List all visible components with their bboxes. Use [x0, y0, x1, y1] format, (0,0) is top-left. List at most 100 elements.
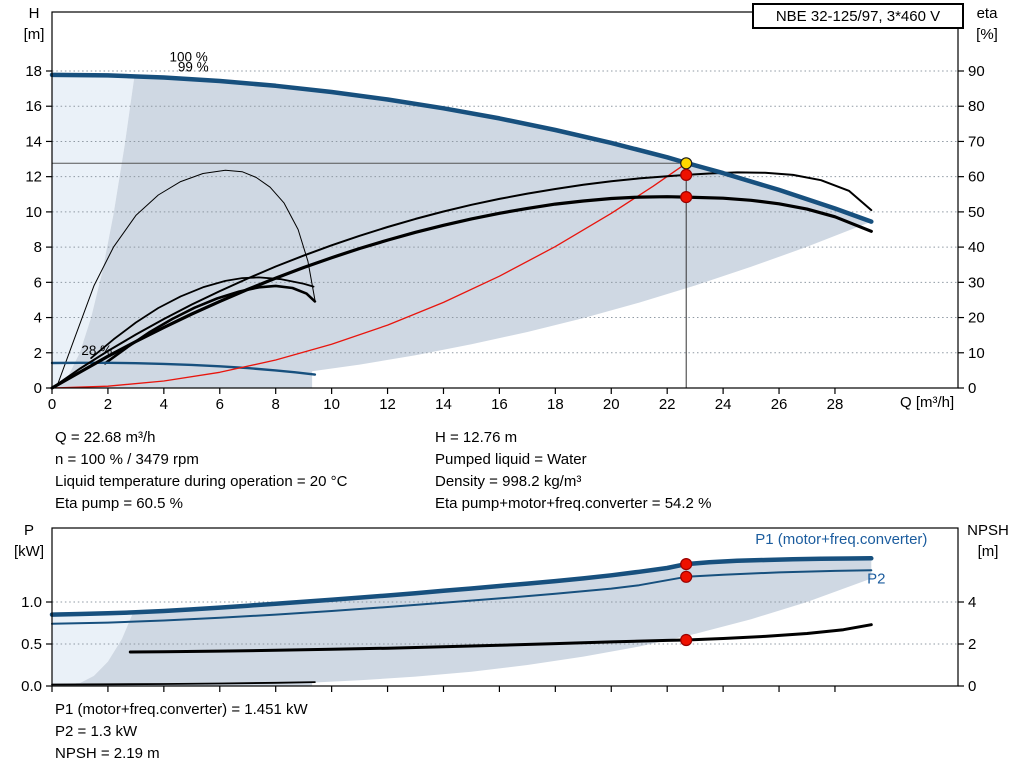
chart-text: 8 [34, 239, 42, 256]
p-axis-label-unit: [kW] [14, 543, 44, 560]
chart-text: 0 [48, 396, 56, 413]
eta-axis-label-symbol: eta [976, 5, 998, 22]
p1-point [680, 557, 693, 571]
eta-small-1-curve [90, 276, 315, 359]
power-chart: 0.0 0.5 1.0 0 2 4 P1 (motor+freq.converter) P2 [21, 527, 976, 695]
chart-text: 28 % [81, 343, 112, 358]
qh-100-curve [49, 72, 874, 224]
chart-text: 2 [34, 345, 42, 362]
duty-info-line: Eta pump = 60.5 % [55, 495, 183, 512]
chart-text: 2 [104, 396, 112, 413]
chart-text: 20 [968, 310, 985, 327]
eta-small-2-curve [103, 284, 317, 365]
chart-text: 70 [968, 133, 985, 150]
duty-point [680, 157, 693, 170]
chart-text: 60 [968, 169, 985, 186]
chart-text: 0 [968, 678, 976, 695]
system-curve-curve [51, 162, 687, 389]
chart-text: 14 [25, 133, 42, 150]
duty-info-line: Pumped liquid = Water [435, 451, 587, 468]
npsh-axis-label: NPSH [m] [958, 520, 1018, 562]
duty-info-line: Liquid temperature during operation = 20… [55, 473, 348, 490]
power-envelope-light [52, 612, 134, 686]
chart-text: 10 [968, 345, 985, 362]
chart-text: 10 [25, 204, 42, 221]
envelope-light [52, 74, 135, 389]
chart-text: P1 (motor+freq.converter) [755, 531, 927, 548]
p2-point [680, 570, 693, 583]
chart-text: P2 [867, 571, 885, 588]
chart-text: 20 [603, 396, 620, 413]
chart-text: 0 [34, 380, 42, 397]
power-info: P1 (motor+freq.converter) = 1.451 kW P2 … [55, 699, 308, 765]
h-axis-label: H [m] [16, 3, 52, 45]
chart-text: 0.5 [21, 636, 42, 653]
chart-text: 16 [25, 98, 42, 115]
plot-frame [51, 527, 959, 687]
p2-curve [51, 569, 873, 625]
chart-text: 26 [771, 396, 788, 413]
envelope-main [52, 75, 872, 388]
chart-text: 28 [827, 396, 844, 413]
chart-text: 4 [160, 396, 168, 413]
chart-text: 80 [968, 98, 985, 115]
chart-text: 1.0 [21, 594, 42, 611]
qh-chart: 0 2 4 6 8 10 12 14 16 18 20 22 24 26 28024681012141618… [25, 11, 985, 413]
chart-text: 22 [659, 396, 676, 413]
duty-info-line: Eta pump+motor+freq.converter = 54.2 % [435, 495, 712, 512]
chart-text: 12 [25, 169, 42, 186]
duty-info-line: n = 100 % / 3479 rpm [55, 451, 199, 468]
chart-text: 18 [25, 63, 42, 80]
duty-info-left: Q = 22.68 m³/h n = 100 % / 3479 rpm Liqu… [55, 427, 347, 515]
chart-text: 40 [968, 239, 985, 256]
chart-text: 10 [323, 396, 340, 413]
power-info-line: P2 = 1.3 kW [55, 723, 138, 740]
chart-text: 18 [547, 396, 564, 413]
npsh-point [680, 633, 693, 647]
h-axis-label-unit: [m] [23, 26, 45, 43]
chart-text: 50 [968, 204, 985, 221]
npsh-curve [128, 623, 873, 654]
chart-text: 0 [968, 380, 976, 397]
p1-curve [49, 556, 874, 617]
chart-text: 14 [435, 396, 452, 413]
chart-text: 4 [968, 594, 976, 611]
chart-text: 2 [968, 636, 976, 653]
plot-frame [51, 11, 959, 389]
chart-text: 12 [379, 396, 396, 413]
duty-info-right: H = 12.76 m Pumped liquid = Water Densit… [435, 427, 711, 515]
power-info-line: P1 (motor+freq.converter) = 1.451 kW [55, 701, 308, 718]
q-axis-label: Q [m³/h] [900, 394, 955, 411]
p-axis-label-symbol: P [23, 522, 34, 539]
npsh-axis-label-unit: [m] [977, 543, 999, 560]
pump-title-text: NBE 32-125/97, 3*460 V [775, 7, 941, 25]
chart-text: 6 [216, 396, 224, 413]
chart-text: 90 [968, 63, 985, 80]
chart-text: 30 [968, 274, 985, 291]
eta-total-curve [50, 195, 873, 390]
p-axis-label: P [kW] [6, 520, 52, 562]
duty-info-line: Q = 22.68 m³/h [55, 429, 156, 446]
duty-info-line: H = 12.76 m [435, 429, 518, 446]
duty-info-line: Density = 998.2 kg/m³ [435, 473, 582, 490]
p2-min-curve [51, 681, 316, 686]
eta-pump-curve [51, 171, 873, 389]
chart-text: 99 % [178, 59, 209, 74]
eta-total-point [680, 191, 693, 204]
eta-thin-curve [57, 169, 316, 385]
chart-text: 100 % [169, 49, 207, 64]
chart-text: 0.0 [21, 678, 42, 695]
power-envelope-main [52, 558, 872, 686]
eta-axis-label: eta [%] [964, 3, 1010, 45]
chart-text: 16 [491, 396, 508, 413]
chart-text: 6 [34, 274, 42, 291]
pump-title-box: NBE 32-125/97, 3*460 V [752, 3, 964, 29]
chart-text: 24 [715, 396, 732, 413]
npsh-axis-label-symbol: NPSH [967, 522, 1009, 539]
h-axis-label-symbol: H [28, 5, 40, 22]
chart-text: 4 [34, 310, 42, 327]
power-info-line: NPSH = 2.19 m [55, 745, 160, 762]
eta-pump-point [680, 168, 693, 181]
